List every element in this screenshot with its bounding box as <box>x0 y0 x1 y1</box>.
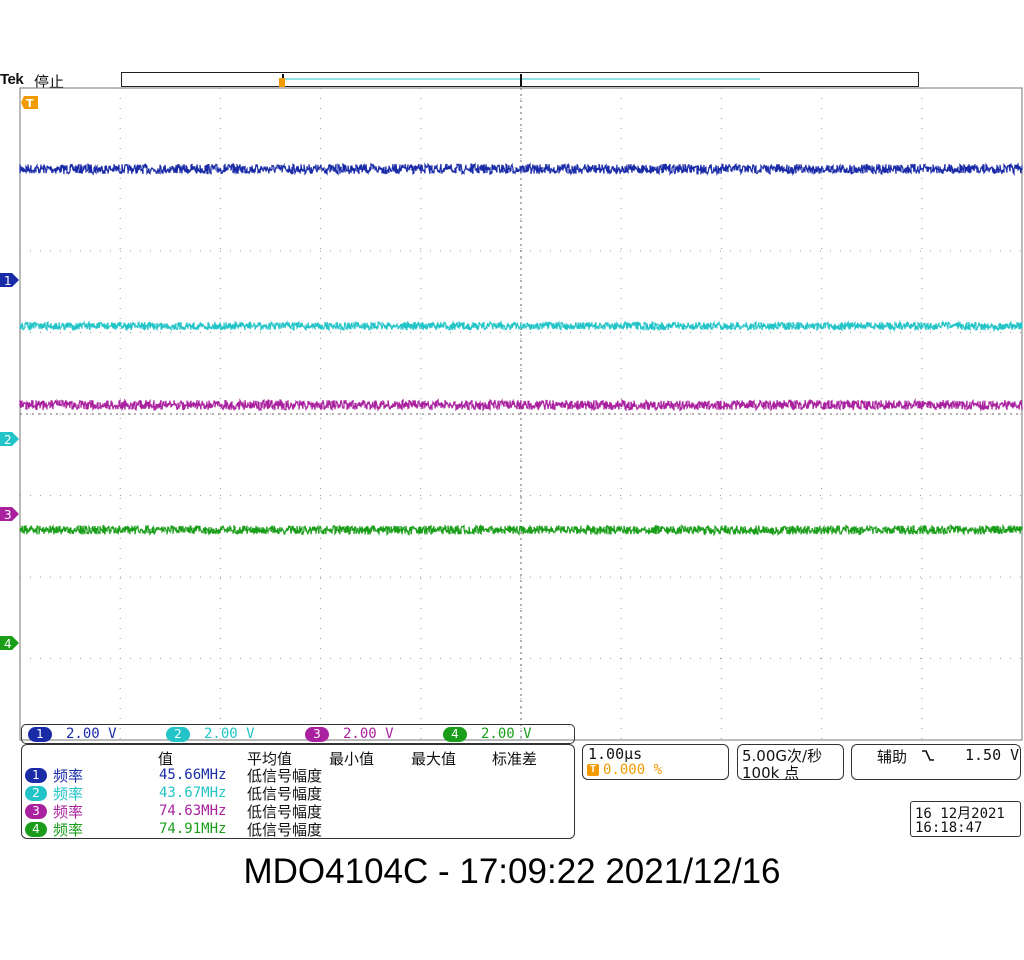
meas-2-note: 低信号幅度 <box>247 784 323 803</box>
datetime-box: 16 12月2021 16:18:47 <box>910 801 1021 837</box>
meas-1-type: 频率 <box>53 766 84 785</box>
trigger-position-value: 0.000 % <box>603 762 663 778</box>
trigger-position: T 0.000 % <box>587 762 662 778</box>
measurement-row[interactable]: 3 频率 74.63MHz 低信号幅度 <box>25 802 573 821</box>
measurement-row[interactable]: 2 频率 43.67MHz 低信号幅度 <box>25 784 573 803</box>
meas-3-badge: 3 <box>25 803 47 819</box>
channel-4-ground-marker: 4 <box>0 636 19 651</box>
trigger-point-label: T <box>26 97 34 110</box>
meas-1-note: 低信号幅度 <box>247 766 323 785</box>
meas-header-stddev: 标准差 <box>492 750 538 768</box>
trigger-point-marker: T <box>21 96 38 110</box>
channel-4-badge: 4 <box>443 726 467 742</box>
meas-4-badge: 4 <box>25 821 47 837</box>
channel-4-scale[interactable]: 4 2.00 V <box>443 726 532 742</box>
channel-2-ground-marker: 2 <box>0 432 19 447</box>
channel-2-badge: 2 <box>166 726 190 742</box>
meas-2-badge: 2 <box>25 785 47 801</box>
record-length: 100k 点 <box>742 764 800 782</box>
channel-2-scale[interactable]: 2 2.00 V <box>166 726 255 742</box>
channel-3-scale[interactable]: 3 2.00 V <box>305 726 394 742</box>
channel-1-ground-marker-label: 1 <box>4 274 12 288</box>
channel-2-ground-marker-label: 2 <box>4 433 12 447</box>
trigger-source: 辅助 <box>877 748 908 766</box>
sample-rate: 5.00G次/秒 <box>742 747 823 765</box>
channel-4-waveform <box>19 523 1023 537</box>
time-display: 16:18:47 <box>915 820 983 836</box>
channel-1-ground-marker: 1 <box>0 273 19 288</box>
screenshot-caption: MDO4104C - 17:09:22 2021/12/16 <box>243 852 781 891</box>
meas-header-max: 最大值 <box>411 750 457 768</box>
channel-4-scale-value: 2.00 V <box>481 726 532 742</box>
measurement-row[interactable]: 1 频率 45.66MHz 低信号幅度 <box>25 766 573 785</box>
channel-scale-bar: 1 2.00 V 2 2.00 V 3 2.00 V 4 2.00 V <box>21 724 575 744</box>
meas-4-type: 频率 <box>53 820 84 839</box>
overlay-markers: 1 2 3 4 T <box>0 74 760 651</box>
channel-1-scale-value: 2.00 V <box>66 726 117 742</box>
trigger-level: 1.50 V <box>965 746 1020 764</box>
horizontal-scale: 1.00µs <box>588 745 643 763</box>
trigger-box[interactable]: 辅助 1.50 V <box>851 744 1021 780</box>
measurement-row[interactable]: 4 频率 74.91MHz 低信号幅度 <box>25 820 573 839</box>
channel-3-scale-value: 2.00 V <box>343 726 394 742</box>
meas-header-value: 值 <box>158 750 174 768</box>
channel-4-ground-marker-shape <box>0 636 19 650</box>
channel-3-ground-marker: 3 <box>0 507 19 522</box>
channel-1-ground-marker-shape <box>0 273 19 287</box>
meas-2-type: 频率 <box>53 784 84 803</box>
run-state: 停止 <box>34 73 65 91</box>
channel-3-ground-marker-label: 3 <box>4 508 12 522</box>
meas-2-value: 43.67MHz <box>159 785 227 801</box>
meas-4-value: 74.91MHz <box>159 821 227 837</box>
channel-1-scale[interactable]: 1 2.00 V <box>28 726 117 742</box>
brand-logo: Tek <box>0 71 24 88</box>
meas-3-value: 74.63MHz <box>159 803 227 819</box>
channel-3-badge: 3 <box>305 726 329 742</box>
trigger-position-icon: T <box>587 764 599 776</box>
meas-4-note: 低信号幅度 <box>247 820 323 839</box>
trigger-point-icon <box>21 96 38 109</box>
meas-header-mean: 平均值 <box>247 750 293 768</box>
meas-3-note: 低信号幅度 <box>247 802 323 821</box>
channel-3-ground-marker-shape <box>0 507 19 521</box>
waveforms <box>19 162 1023 537</box>
record-view-bar[interactable] <box>121 72 919 87</box>
date-display: 16 12月2021 <box>915 806 1005 822</box>
meas-3-type: 频率 <box>53 802 84 821</box>
channel-2-waveform <box>19 319 1023 333</box>
meas-1-value: 45.66MHz <box>159 767 227 783</box>
channel-2-scale-value: 2.00 V <box>204 726 255 742</box>
acquisition-box[interactable]: 5.00G次/秒 100k 点 <box>737 744 844 782</box>
measurements-panel: 值 平均值 最小值 最大值 标准差 1 频率 45.66MHz 低信号幅度 2 … <box>21 744 575 839</box>
channel-2-ground-marker-shape <box>0 432 19 446</box>
channel-1-badge: 1 <box>28 726 52 742</box>
timebase-box[interactable]: 1.00µs T 0.000 % <box>582 744 729 780</box>
falling-edge-icon <box>922 750 934 761</box>
channel-4-ground-marker-label: 4 <box>4 637 12 651</box>
meas-header-min: 最小值 <box>329 750 375 768</box>
graticule <box>19 87 1023 741</box>
record-trigger-icon <box>279 78 285 87</box>
channel-3-waveform <box>19 397 1023 412</box>
meas-1-badge: 1 <box>25 767 47 783</box>
channel-1-waveform <box>19 162 1023 177</box>
